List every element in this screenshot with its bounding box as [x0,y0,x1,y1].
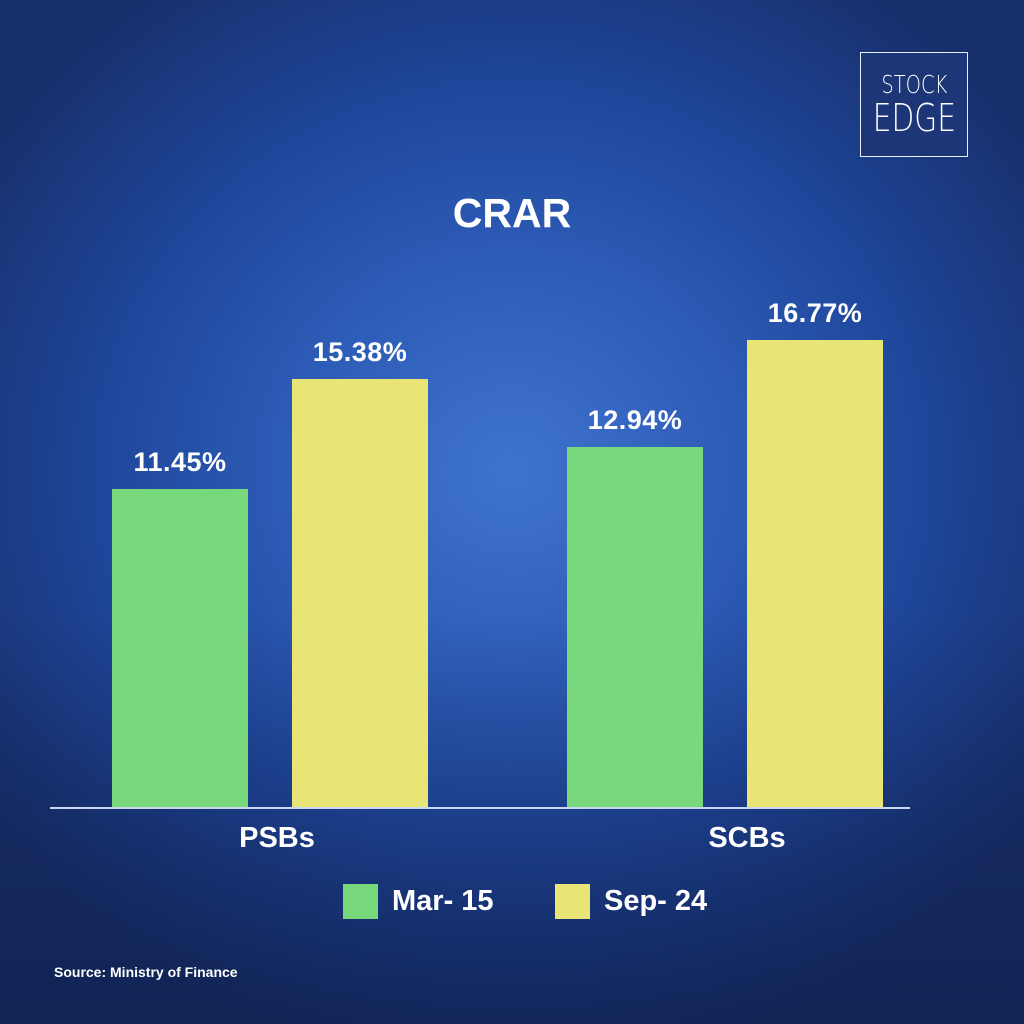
logo-line-2: EDGE [872,96,956,140]
value-label: 11.45% [133,447,227,477]
logo-line-1: STOCK [880,70,948,99]
legend-item-sep-24: Sep- 24 [555,883,707,919]
chart-title: CRAR [452,190,572,236]
category-label-psbs: PSBs [239,822,315,854]
bar-scbs-mar-15 [567,447,703,808]
legend-swatch-green [343,883,378,919]
value-label: 16.77% [767,298,863,328]
bar-psbs-sep-24 [292,379,428,808]
source-note: Source: Ministry of Finance [54,964,238,980]
legend-label: Mar- 15 [392,884,494,917]
bar-scbs-sep-24 [747,340,883,808]
value-label: 12.94% [587,405,683,435]
category-label-scbs: SCBs [708,822,786,854]
legend-label: Sep- 24 [604,884,708,917]
x-axis-line [50,807,910,809]
legend-item-mar-15: Mar- 15 [343,883,494,919]
bar-psbs-mar-15 [112,489,248,808]
value-label: 15.38% [312,337,408,367]
legend-swatch-yellow [555,883,590,919]
stockedge-logo: STOCK EDGE [860,52,968,157]
